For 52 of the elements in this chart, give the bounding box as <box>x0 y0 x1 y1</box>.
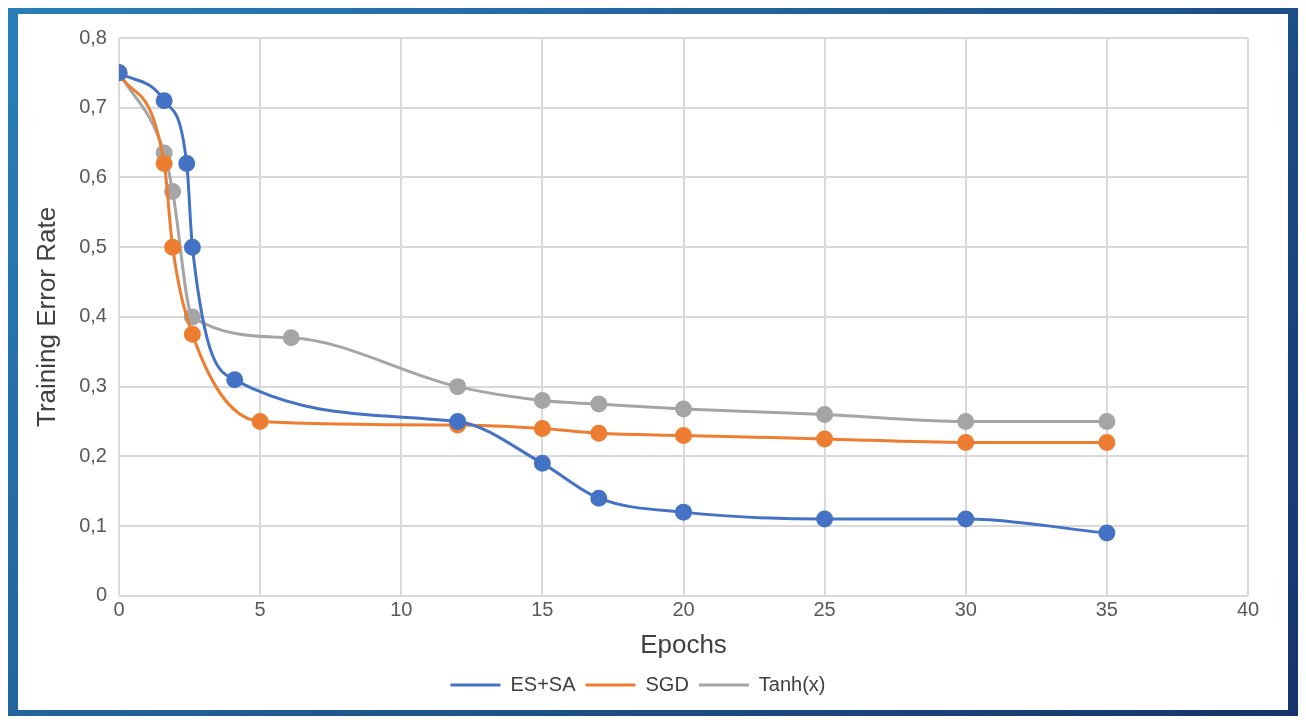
x-tick-label: 25 <box>813 598 836 621</box>
y-tick-label: 0,5 <box>79 234 107 257</box>
point <box>533 454 551 472</box>
x-tick-label: 30 <box>954 598 977 621</box>
point <box>816 406 834 424</box>
point <box>590 395 608 413</box>
y-tick-label: 0 <box>95 583 107 606</box>
y-tick-label: 0,7 <box>79 95 107 118</box>
point <box>449 378 467 396</box>
point <box>282 329 300 347</box>
y-axis-title: Training Error Rate <box>30 206 61 427</box>
point <box>675 503 692 521</box>
point <box>226 371 244 389</box>
point <box>251 412 269 430</box>
point <box>178 155 196 173</box>
x-tick-label: 40 <box>1236 598 1260 621</box>
x-tick-label: 20 <box>672 598 695 621</box>
y-tick-label: 0,6 <box>79 164 107 187</box>
point <box>183 325 201 343</box>
point <box>957 433 975 451</box>
point <box>1098 412 1116 430</box>
point <box>155 92 173 110</box>
x-axis-title: Epochs <box>640 628 727 659</box>
point <box>816 510 834 528</box>
x-tick-label: 35 <box>1095 598 1118 621</box>
point <box>957 510 975 528</box>
x-tick-label: 5 <box>254 598 266 621</box>
y-tick-label: 0,2 <box>79 443 107 466</box>
legend-label: ES+SA <box>510 672 577 695</box>
y-tick-label: 0,1 <box>79 513 107 536</box>
point <box>590 489 608 507</box>
x-tick-label: 0 <box>113 598 125 621</box>
point <box>590 424 608 442</box>
legend-label: Tanh(x) <box>758 672 826 695</box>
point <box>533 419 551 437</box>
y-tick-label: 0,4 <box>79 304 107 327</box>
point <box>1098 524 1116 542</box>
point <box>957 412 975 430</box>
point <box>1098 433 1116 451</box>
point <box>675 426 692 444</box>
y-tick-label: 0,3 <box>79 374 107 397</box>
point <box>183 238 201 256</box>
point <box>675 400 692 418</box>
x-tick-label: 15 <box>531 598 554 621</box>
point <box>816 430 834 448</box>
legend-label: SGD <box>645 672 689 695</box>
point <box>533 392 551 410</box>
point <box>164 238 182 256</box>
x-tick-label: 10 <box>390 598 413 621</box>
y-tick-label: 0,8 <box>79 25 107 48</box>
point <box>449 412 467 430</box>
point <box>155 155 173 173</box>
